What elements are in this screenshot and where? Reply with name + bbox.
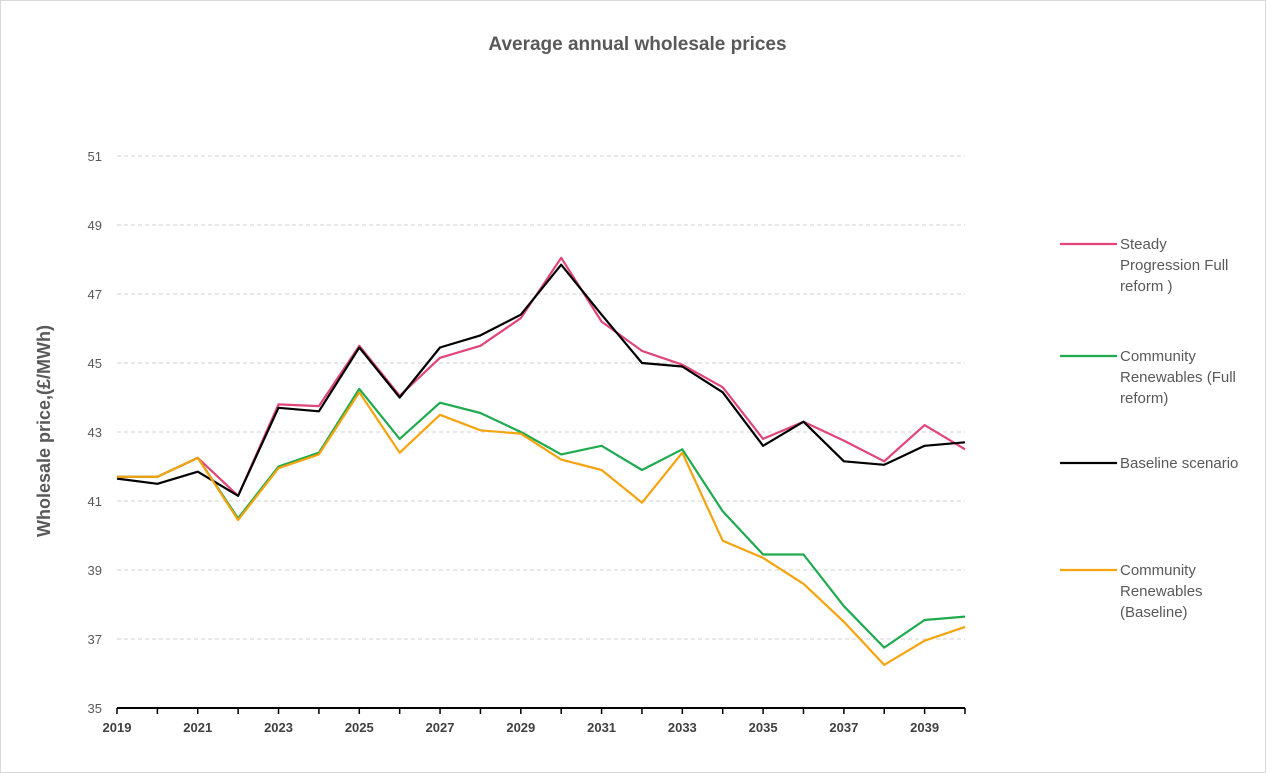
y-axis-ticks: 35 37 39 41 43 45 47 49 51 [88, 149, 102, 716]
x-tick-label: 2029 [506, 720, 535, 735]
y-tick-label: 43 [88, 425, 102, 440]
x-tick-label: 2019 [103, 720, 132, 735]
x-tick-label: 2033 [668, 720, 697, 735]
legend: Steady Progression Full reform ) Community R… [1060, 236, 1238, 621]
y-tick-label: 49 [88, 218, 102, 233]
y-tick-label: 35 [88, 701, 102, 716]
series-line-2 [116, 263, 966, 497]
chart-title: Average annual wholesale prices [488, 34, 787, 55]
x-tick-label: 2037 [829, 720, 858, 735]
y-tick-label: 41 [88, 494, 102, 509]
series-lines [116, 256, 966, 667]
x-tick-label: 2039 [910, 720, 939, 735]
legend-entry-1: Community Renewables (Full reform) [1120, 348, 1236, 407]
y-axis-label: Wholesale price,(£/MWh) [34, 325, 54, 537]
gridlines [117, 155, 965, 640]
x-tick-label: 2021 [183, 720, 212, 735]
y-tick-label: 47 [88, 287, 102, 302]
x-tick-label: 2035 [749, 720, 778, 735]
x-axis: 2019 2021 2023 2025 2027 2029 2031 2033 2035 2037… [103, 707, 966, 735]
x-tick-label: 2027 [426, 720, 455, 735]
y-tick-label: 45 [88, 356, 102, 371]
x-tick-label: 2031 [587, 720, 616, 735]
legend-entry-2: Baseline scenario [1120, 455, 1238, 472]
series-line-1 [117, 387, 966, 649]
legend-entry-0: Steady Progression Full reform ) [1120, 236, 1228, 295]
y-tick-label: 37 [88, 632, 102, 647]
legend-entry-3: Community Renewables (Baseline) [1120, 562, 1203, 621]
series-line-3 [117, 391, 966, 667]
y-tick-label: 39 [88, 563, 102, 578]
x-tick-label: 2023 [264, 720, 293, 735]
x-tick-label: 2025 [345, 720, 374, 735]
y-tick-label: 51 [88, 149, 102, 164]
